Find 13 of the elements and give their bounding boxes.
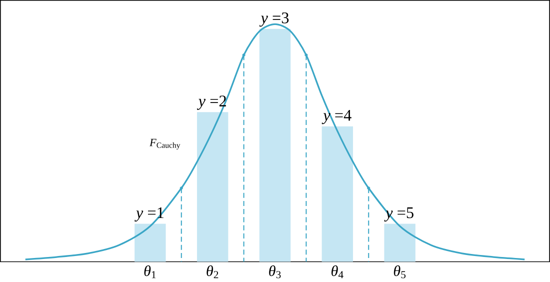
bar: [384, 224, 416, 262]
bar: [134, 224, 166, 262]
x-tick-label: θ$_{5}$: [394, 266, 406, 278]
x-tick-label: θ$_{4}$: [332, 266, 344, 278]
bar: [259, 29, 291, 262]
x-tick-label: θ$_{1}$: [144, 266, 156, 278]
x-tick-label: θ$_{3}$: [269, 266, 281, 278]
bar: [322, 126, 354, 262]
annotation: y =4: [322, 110, 352, 124]
annotation: y =3: [259, 12, 289, 27]
bar: [196, 112, 228, 262]
x-tick-label: θ$_{2}$: [206, 266, 218, 278]
annotation: F$_{Cauchy}$: [149, 139, 180, 150]
